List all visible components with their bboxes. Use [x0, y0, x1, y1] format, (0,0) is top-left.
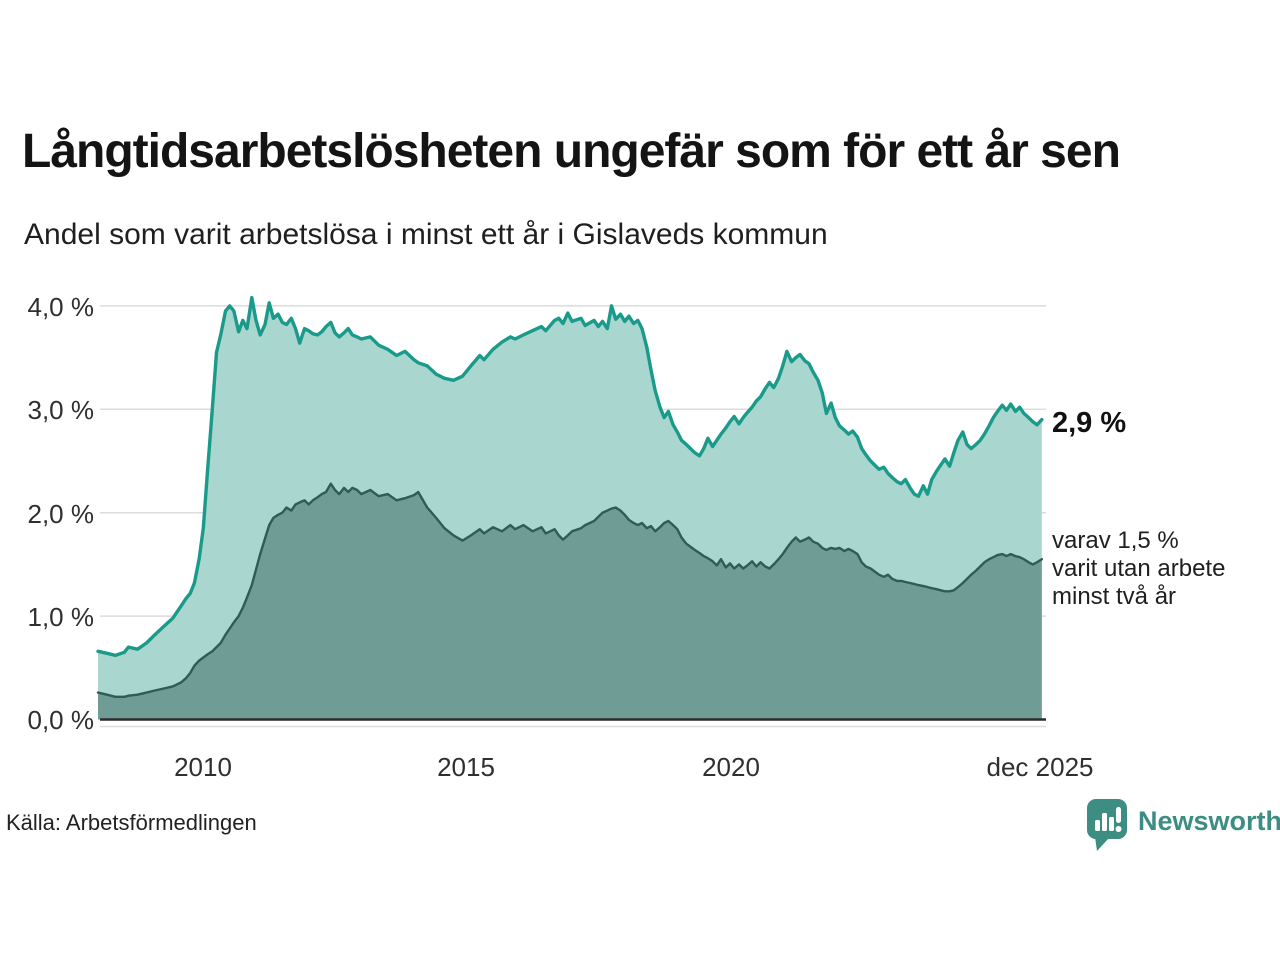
x-tick-dec-2025: dec 2025	[986, 752, 1094, 782]
newsworthy-logo-text: Newsworthy	[1138, 806, 1280, 836]
page-subtitle: Andel som varit arbetslösa i minst ett å…	[24, 218, 828, 251]
newsworthy-logo: Newsworthy	[1086, 798, 1280, 852]
series-twoyear-line	[96, 482, 1043, 698]
series-twoyear-area	[98, 483, 1042, 720]
y-tick-2: 2,0 %	[27, 499, 95, 529]
page-title: Långtidsarbetslösheten ungefär som för e…	[22, 125, 1121, 178]
y-tick-4: 4,0 %	[27, 292, 95, 322]
total-end-value-label: 2,9 %	[1052, 407, 1127, 439]
twoyear-annotation-line3: minst två år	[1052, 583, 1177, 610]
y-tick-1: 1,0 %	[27, 602, 95, 632]
series-total-line	[96, 295, 1044, 658]
newsworthy-bubble-icon	[1087, 799, 1127, 851]
twoyear-annotation-line1: varav 1,5 %	[1052, 527, 1179, 554]
x-tick-2010: 2010	[174, 752, 232, 782]
twoyear-end-annotation: varav 1,5 % varit utan arbete minst två …	[1052, 527, 1225, 611]
twoyear-annotation-line2: varit utan arbete	[1052, 555, 1226, 582]
y-tick-3: 3,0 %	[27, 395, 95, 425]
y-tick-0: 0,0 %	[27, 705, 95, 735]
source-credit: Källa: Arbetsförmedlingen	[6, 810, 257, 835]
x-tick-2020: 2020	[702, 752, 760, 782]
x-tick-2015: 2015	[437, 752, 495, 782]
